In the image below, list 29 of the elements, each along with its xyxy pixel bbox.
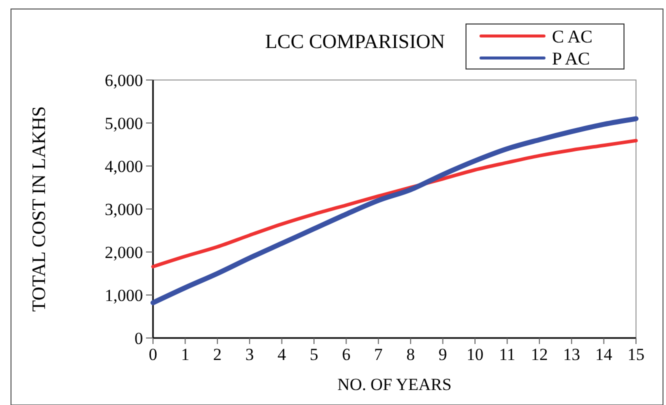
y-tick-label: 2,000 bbox=[104, 242, 143, 262]
x-tick-label: 2 bbox=[213, 345, 222, 364]
chart-title: LCC COMPARISION bbox=[265, 31, 445, 53]
y-tick-label: 6,000 bbox=[104, 70, 143, 90]
x-tick-label: 11 bbox=[499, 345, 516, 364]
x-tick-label: 15 bbox=[628, 345, 644, 364]
x-tick-label: 7 bbox=[374, 345, 384, 364]
y-tick-label: 1,000 bbox=[104, 286, 143, 305]
x-tick-label: 9 bbox=[438, 345, 448, 364]
x-tick-label: 13 bbox=[563, 345, 580, 364]
line-series bbox=[151, 138, 638, 268]
legend-label: P AC bbox=[552, 48, 590, 68]
legend-label: C AC bbox=[552, 26, 593, 46]
x-tick-label: 5 bbox=[310, 345, 318, 364]
y-tick-label: 5,000 bbox=[104, 114, 143, 133]
x-tick-label: 4 bbox=[278, 345, 287, 364]
x-tick-label: 0 bbox=[148, 345, 158, 364]
x-tick-label: 12 bbox=[530, 345, 548, 364]
x-tick-label: 1 bbox=[180, 345, 190, 364]
x-axis-title: NO. OF YEARS bbox=[337, 375, 452, 394]
y-axis-title: TOTAL COST IN LAKHS bbox=[29, 106, 50, 312]
y-tick-label: 0 bbox=[134, 328, 143, 348]
x-tick-label: 3 bbox=[245, 345, 254, 364]
y-tick-label: 4,000 bbox=[104, 156, 143, 176]
y-tick-label: 3,000 bbox=[104, 200, 143, 219]
x-tick-label: 10 bbox=[466, 345, 484, 364]
x-tick-label: 14 bbox=[595, 345, 613, 364]
x-tick-label: 8 bbox=[406, 345, 415, 364]
x-tick-label: 6 bbox=[342, 345, 350, 364]
